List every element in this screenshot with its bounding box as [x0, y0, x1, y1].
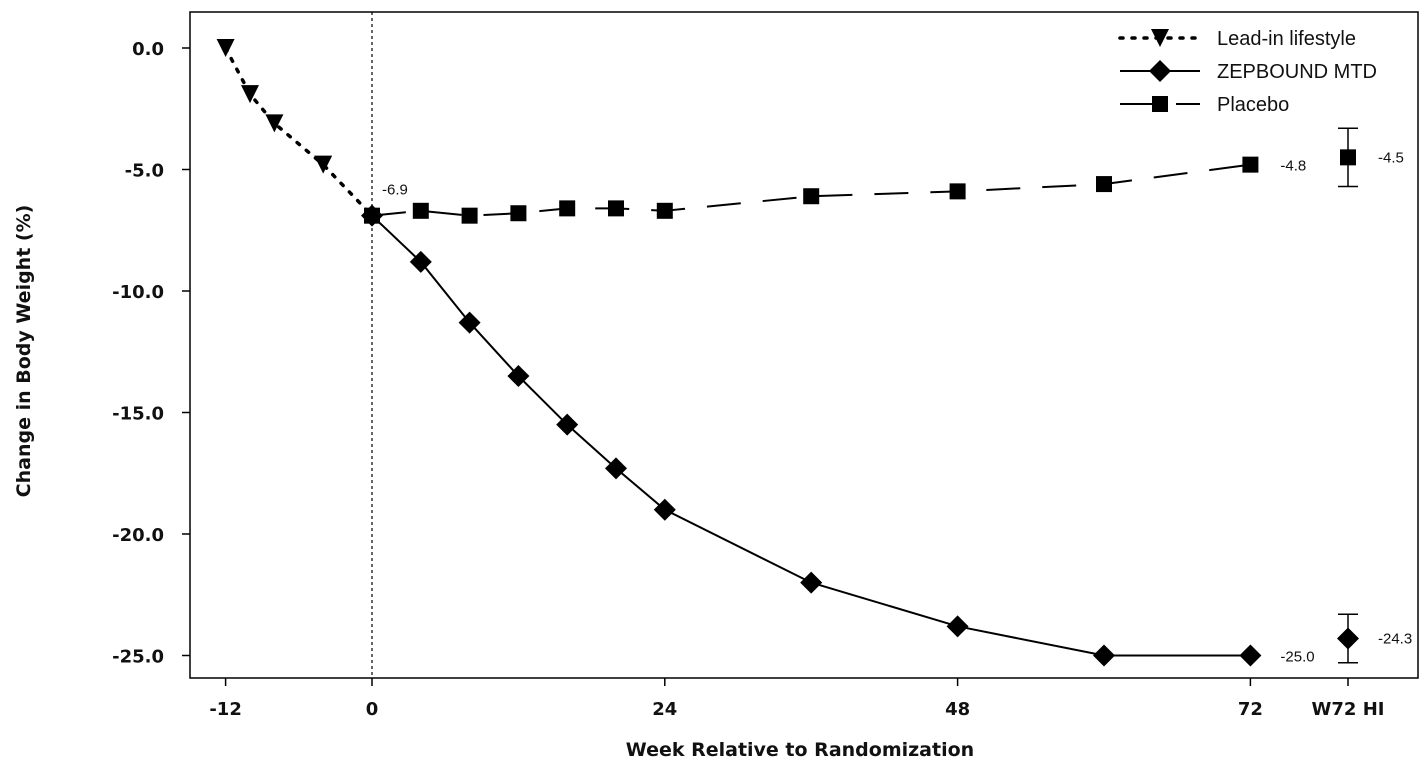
placebo-point — [656, 202, 673, 219]
zepbound-mtd-point — [1239, 644, 1262, 667]
lead-in-lifestyle-point — [241, 85, 259, 104]
y-tick-label: -5.0 — [125, 161, 164, 182]
zepbound-mtd-point — [946, 615, 969, 638]
zepbound-mtd-point — [800, 571, 823, 594]
zepbound-mtd-point — [507, 365, 530, 388]
lead-in-lifestyle-point — [314, 155, 333, 174]
data-label: -25.0 — [1280, 649, 1314, 666]
y-axis-title: Change in Body Weight (%) — [13, 205, 35, 498]
x-tick-label: 72 — [1238, 699, 1263, 720]
zepbound-mtd-point — [653, 498, 676, 521]
y-tick-label: 0.0 — [132, 39, 164, 60]
x-tick-label: W72 HI — [1312, 699, 1385, 720]
lead-in-lifestyle-point — [265, 114, 284, 133]
legend-label-placebo: Placebo — [1217, 94, 1289, 116]
zepbound-mtd-point — [409, 250, 432, 273]
zepbound-mtd-point — [605, 457, 627, 480]
placebo-point — [1096, 176, 1112, 193]
zepbound-mtd-point — [556, 413, 579, 436]
plot-frame — [189, 11, 1419, 679]
zepbound-mtd-hybrid-label: -24.3 — [1378, 630, 1412, 647]
placebo-point — [364, 207, 380, 224]
zepbound-mtd-point — [458, 311, 481, 334]
x-tick-label: -12 — [209, 699, 242, 720]
x-axis-title: Week Relative to Randomization — [626, 739, 974, 761]
placebo-point — [559, 200, 576, 217]
x-tick-label: 48 — [945, 699, 970, 720]
y-tick-label: -25.0 — [112, 647, 164, 668]
placebo-point — [412, 202, 429, 219]
y-tick-label: -20.0 — [112, 525, 164, 546]
legend-marker-placebo — [1152, 96, 1168, 112]
placebo-point — [949, 183, 966, 200]
placebo-point — [1242, 156, 1259, 173]
legend-label-zepbound-mtd: ZEPBOUND MTD — [1217, 61, 1377, 83]
legend-marker-zepbound-mtd — [1149, 60, 1171, 82]
placebo-hybrid-label: -4.5 — [1378, 149, 1404, 166]
y-tick-label: -15.0 — [112, 404, 164, 425]
placebo-point — [803, 188, 820, 205]
zepbound-mtd-hybrid-point — [1337, 627, 1359, 650]
placebo-point — [608, 200, 624, 217]
lead-in-lifestyle-line — [223, 46, 374, 218]
zepbound-mtd-point — [1093, 644, 1115, 667]
placebo-point — [461, 207, 478, 224]
data-label: -6.9 — [382, 182, 408, 199]
placebo-hybrid-point — [1340, 149, 1356, 166]
x-tick-label: 24 — [652, 699, 677, 720]
y-tick-label: -10.0 — [112, 282, 164, 303]
x-tick-label: 0 — [366, 699, 379, 720]
placebo-point — [510, 205, 527, 222]
legend-label-lead-in-lifestyle: Lead-in lifestyle — [1217, 28, 1356, 50]
data-label: -4.8 — [1280, 158, 1306, 175]
legend-marker-lead-in-lifestyle — [1151, 29, 1169, 47]
lead-in-lifestyle-point — [216, 39, 235, 57]
